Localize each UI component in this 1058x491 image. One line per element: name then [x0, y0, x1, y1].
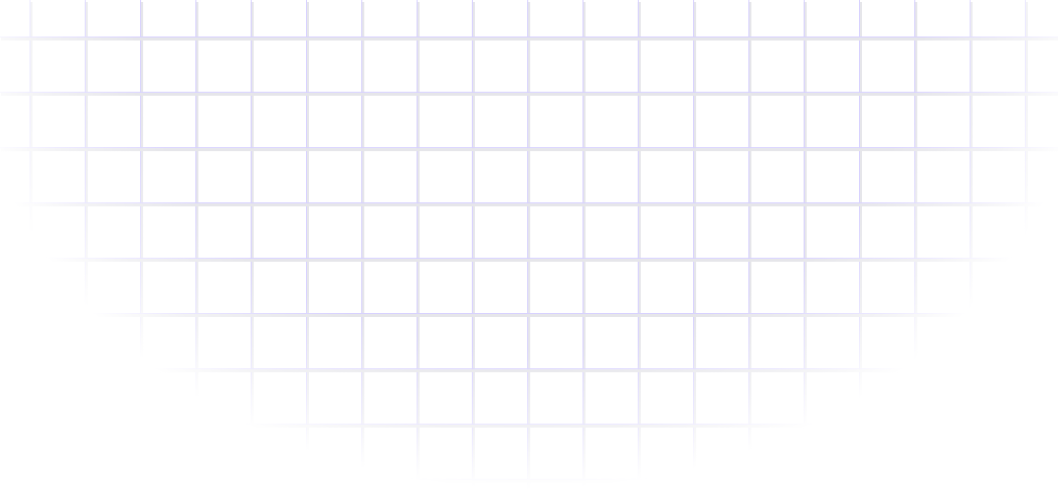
grid-background	[0, 0, 1058, 491]
grid-lines	[0, 0, 1058, 491]
